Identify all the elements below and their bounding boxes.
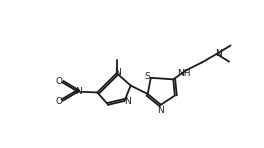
Text: S: S [145,72,150,81]
Text: O: O [55,77,62,86]
Text: N: N [114,68,121,77]
Text: N: N [215,49,221,58]
Text: N: N [75,87,82,96]
Text: N: N [124,97,131,106]
Text: N: N [158,106,164,115]
Text: NH: NH [177,69,191,78]
Text: O: O [55,97,62,106]
